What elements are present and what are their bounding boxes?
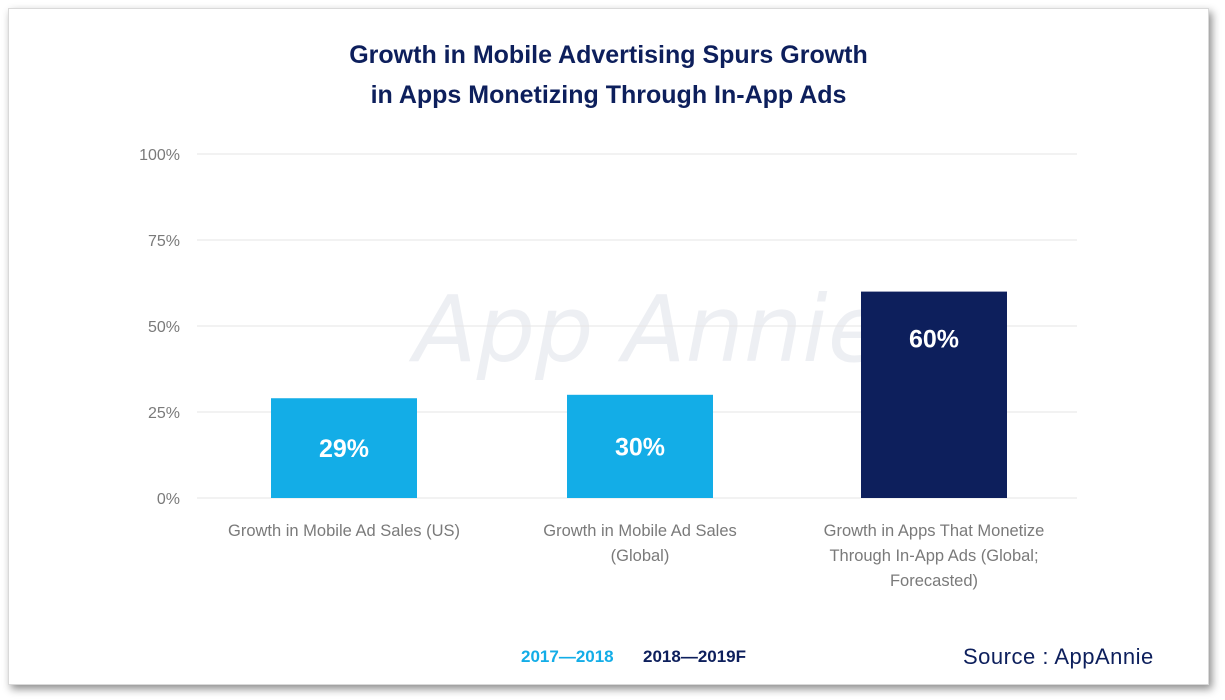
bar-2 xyxy=(567,394,713,498)
watermark-text: App Annie xyxy=(409,276,885,383)
bar-chart: App Annie 0% 25% 50% 75% 100% 29% Growth in Mob… xyxy=(139,147,1077,590)
data-label-2: 30% xyxy=(615,433,665,461)
data-label-1: 29% xyxy=(319,435,369,463)
category-label-3-line-2: Through In-App Ads (Global; xyxy=(829,547,1038,565)
y-tick-label-25: 25% xyxy=(148,405,180,422)
category-label-3-line-1: Growth in Apps That Monetize xyxy=(824,522,1045,540)
category-label-2-line-2: (Global) xyxy=(611,547,670,565)
y-tick-label-0: 0% xyxy=(157,491,180,508)
bar-1 xyxy=(271,398,417,498)
category-label-3-line-3: Forecasted) xyxy=(890,572,978,590)
chart-frame: Growth in Mobile Advertising Spurs Growt… xyxy=(8,8,1209,685)
data-label-3: 60% xyxy=(909,326,959,354)
y-tick-label-50: 50% xyxy=(148,319,180,336)
category-label-2-line-1: Growth in Mobile Ad Sales xyxy=(543,522,737,540)
bar-3 xyxy=(861,291,1007,498)
category-label-1-line-1: Growth in Mobile Ad Sales (US) xyxy=(228,522,460,540)
chart-title-line-1: Growth in Mobile Advertising Spurs Growt… xyxy=(349,41,868,69)
y-tick-label-75: 75% xyxy=(148,233,180,250)
chart-title-line-2: in Apps Monetizing Through In-App Ads xyxy=(370,81,847,109)
y-tick-label-100: 100% xyxy=(139,147,180,164)
chart-title: Growth in Mobile Advertising Spurs Growt… xyxy=(9,35,1208,115)
